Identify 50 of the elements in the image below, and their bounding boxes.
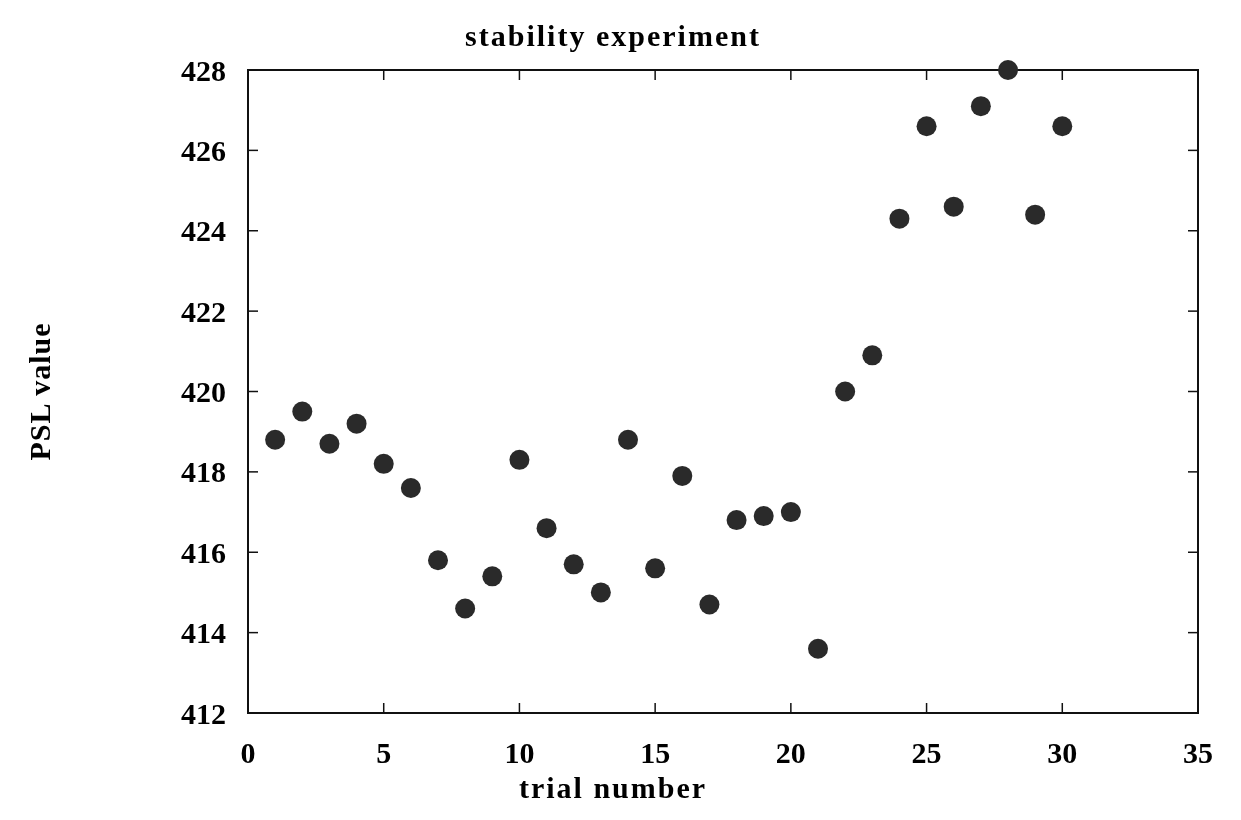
point [780,502,801,523]
point [590,582,611,603]
point [428,550,448,571]
x-tick-label: 0 [240,736,256,769]
point [862,345,883,366]
point [916,116,937,137]
point [373,453,394,474]
point [292,401,313,422]
point [563,554,584,575]
point [726,510,747,531]
point [319,433,340,454]
y-tick-label: 418 [181,455,226,489]
y-tick-label: 416 [181,535,226,569]
point [1052,116,1073,137]
x-tick-label: 30 [1047,736,1078,769]
y-tick-label: 428 [181,53,226,87]
x-tick-label: 10 [504,736,535,769]
point [1025,204,1046,225]
x-tick-label: 25 [911,736,942,769]
y-tick-label: 424 [181,214,226,248]
point [672,465,693,486]
x-tick-label: 5 [376,736,392,769]
point [346,413,367,434]
x-axis-title: trial number [518,771,708,804]
y-tick-label: 422 [181,294,226,328]
x-tick-label: 35 [1183,736,1213,769]
point [455,598,476,619]
point [618,429,638,450]
x-tick-label: 15 [640,736,671,769]
y-tick-label: 426 [181,133,226,167]
point [699,594,720,615]
point [998,60,1018,80]
x-tick-label: 20 [775,736,806,769]
point [970,96,991,117]
point [536,518,557,539]
point [482,566,503,587]
y-tick-label: 420 [181,375,226,408]
point [808,638,828,659]
y-tick-label: 412 [181,696,226,730]
point [509,449,530,470]
y-tick-label: 414 [181,616,226,650]
point [889,208,910,229]
point [645,558,666,579]
point [265,429,286,450]
point [753,506,774,527]
chart-title: stability experiment [465,19,761,52]
point [943,196,964,217]
point [835,381,856,402]
point [400,477,421,498]
y-axis-title: PSL value [23,322,56,461]
